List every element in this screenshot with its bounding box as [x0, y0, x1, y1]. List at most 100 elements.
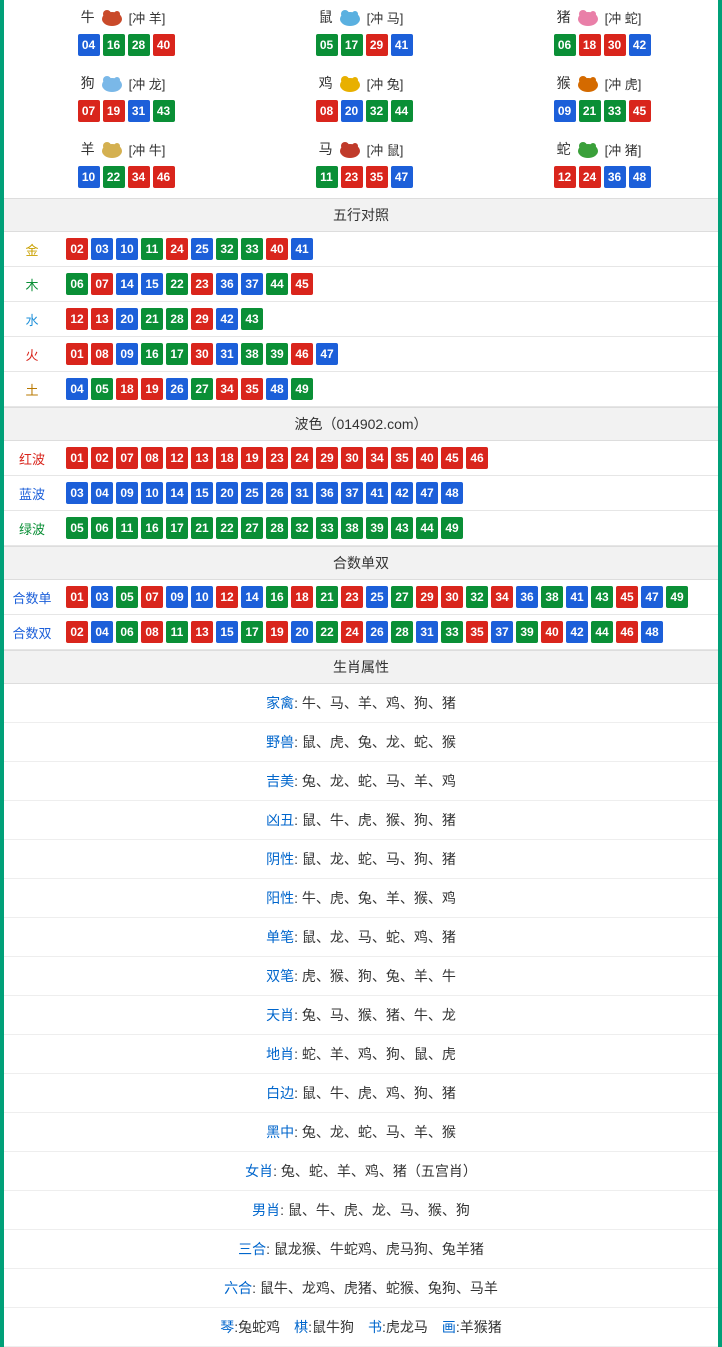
ball: 48	[266, 378, 288, 400]
attr-value: 兔、龙、蛇、马、羊、鸡	[302, 773, 456, 789]
ball: 17	[166, 343, 188, 365]
row-balls: 03040910141520252631363741424748	[60, 482, 463, 504]
row-label: 红波	[4, 449, 60, 468]
attr-label: 女肖	[245, 1163, 273, 1179]
ball: 34	[216, 378, 238, 400]
ball: 37	[341, 482, 363, 504]
ball: 45	[616, 586, 638, 608]
ball: 26	[166, 378, 188, 400]
ball: 10	[191, 586, 213, 608]
ball: 25	[191, 238, 213, 260]
ball: 34	[366, 447, 388, 469]
zodiac-title: 牛[冲 羊]	[4, 6, 242, 28]
heshu-head: 合数单双	[4, 546, 718, 580]
ball: 12	[216, 586, 238, 608]
ball: 16	[141, 343, 163, 365]
zodiac-balls: 06183042	[480, 34, 718, 56]
attr-label: 吉美	[266, 773, 294, 789]
ball: 42	[629, 34, 651, 56]
zodiac-title: 猴[冲 虎]	[480, 72, 718, 94]
zodiac-icon	[335, 6, 365, 28]
ball: 14	[116, 273, 138, 295]
row-label: 合数单	[4, 588, 60, 607]
ball-row: 合数双0204060811131517192022242628313335373…	[4, 615, 718, 650]
ball: 32	[291, 517, 313, 539]
ball: 49	[666, 586, 688, 608]
zodiac-clash: [冲 鼠]	[367, 140, 404, 159]
attr-label: 家禽	[266, 695, 294, 711]
qinqi-label: 棋	[294, 1319, 308, 1335]
ball: 39	[366, 517, 388, 539]
attr-sep: :	[273, 1163, 281, 1179]
attr-row: 阴性: 鼠、龙、蛇、马、狗、猪	[4, 840, 718, 879]
ball: 40	[541, 621, 563, 643]
ball: 19	[241, 447, 263, 469]
zodiac-title: 蛇[冲 猪]	[480, 138, 718, 160]
attr-sep: :	[294, 695, 302, 711]
ball: 19	[141, 378, 163, 400]
ball: 21	[579, 100, 601, 122]
ball: 06	[116, 621, 138, 643]
ball: 03	[91, 586, 113, 608]
qinqi-value: 兔蛇鸡	[238, 1319, 280, 1335]
attr-value: 鼠、牛、虎、猴、狗、猪	[302, 812, 456, 828]
ball: 29	[416, 586, 438, 608]
ball: 08	[91, 343, 113, 365]
shengxiao-head: 生肖属性	[4, 650, 718, 684]
ball: 48	[629, 166, 651, 188]
ball: 20	[216, 482, 238, 504]
ball: 18	[116, 378, 138, 400]
ball: 44	[416, 517, 438, 539]
bose-rows: 红波0102070812131819232429303435404546蓝波03…	[4, 441, 718, 546]
attr-label: 单笔	[266, 929, 294, 945]
qinqi-label: 画	[442, 1319, 456, 1335]
attr-row: 白边: 鼠、牛、虎、鸡、狗、猪	[4, 1074, 718, 1113]
attr-sep: :	[294, 968, 302, 984]
ball: 20	[116, 308, 138, 330]
zodiac-clash: [冲 蛇]	[605, 8, 642, 27]
ball: 35	[391, 447, 413, 469]
ball: 19	[266, 621, 288, 643]
wuxing-head: 五行对照	[4, 198, 718, 232]
ball: 25	[241, 482, 263, 504]
ball: 02	[66, 238, 88, 260]
ball: 22	[103, 166, 125, 188]
attr-value: 鼠、虎、兔、龙、蛇、猴	[302, 734, 456, 750]
zodiac-title: 猪[冲 蛇]	[480, 6, 718, 28]
attr-label: 地肖	[266, 1046, 294, 1062]
zodiac-name: 鼠	[319, 7, 333, 27]
ball: 36	[216, 273, 238, 295]
ball: 21	[141, 308, 163, 330]
ball: 13	[191, 447, 213, 469]
ball: 30	[191, 343, 213, 365]
ball: 43	[591, 586, 613, 608]
ball: 43	[241, 308, 263, 330]
attr-row: 家禽: 牛、马、羊、鸡、狗、猪	[4, 684, 718, 723]
ball: 09	[116, 343, 138, 365]
ball: 44	[591, 621, 613, 643]
zodiac-balls: 08203244	[242, 100, 480, 122]
ball: 18	[216, 447, 238, 469]
ball: 24	[341, 621, 363, 643]
ball: 20	[291, 621, 313, 643]
ball: 05	[316, 34, 338, 56]
ball: 47	[391, 166, 413, 188]
zodiac-clash: [冲 猪]	[605, 140, 642, 159]
ball-row: 红波0102070812131819232429303435404546	[4, 441, 718, 476]
ball: 23	[341, 166, 363, 188]
attr-value: 鼠龙猴、牛蛇鸡、虎马狗、兔羊猪	[274, 1241, 484, 1257]
ball: 24	[579, 166, 601, 188]
ball: 29	[191, 308, 213, 330]
attr-label: 阳性	[266, 890, 294, 906]
ball: 36	[516, 586, 538, 608]
ball: 34	[128, 166, 150, 188]
ball: 48	[441, 482, 463, 504]
ball: 06	[66, 273, 88, 295]
zodiac-balls: 07193143	[4, 100, 242, 122]
ball: 20	[341, 100, 363, 122]
zodiac-cell: 牛[冲 羊]04162840	[4, 0, 242, 66]
qinqi-value: 羊猴猪	[460, 1319, 502, 1335]
attr-sep: :	[294, 890, 302, 906]
ball: 22	[216, 517, 238, 539]
attr-value: 蛇、羊、鸡、狗、鼠、虎	[302, 1046, 456, 1062]
